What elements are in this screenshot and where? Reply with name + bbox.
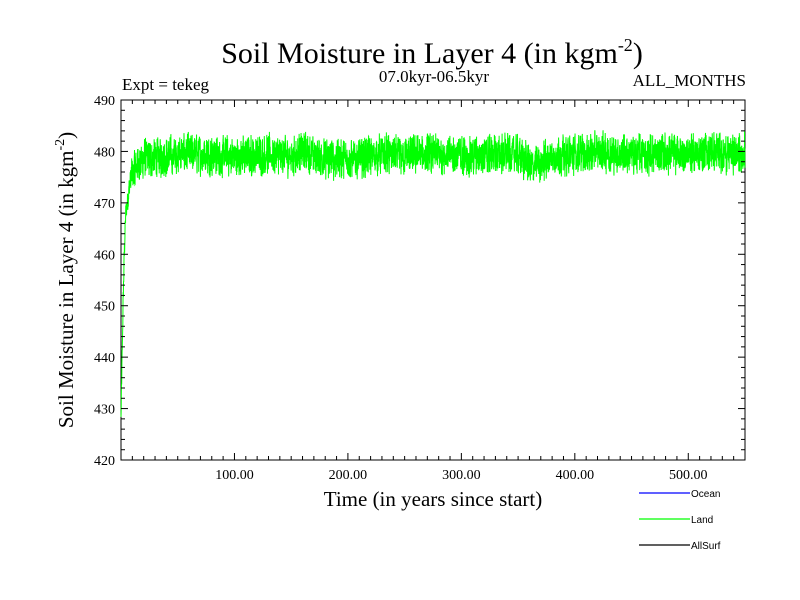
ocean-legend-label: Ocean bbox=[691, 489, 720, 500]
chart-title-main: Soil Moisture in Layer 4 (in kgm bbox=[221, 37, 618, 70]
data-series-group bbox=[120, 130, 746, 417]
y-tick-label: 420 bbox=[94, 454, 115, 469]
y-tick-label: 470 bbox=[94, 197, 115, 212]
x-tick-label: 400.00 bbox=[556, 468, 595, 483]
y-tick-label: 460 bbox=[94, 248, 115, 263]
y-axis-label: Soil Moisture in Layer 4 (in kgm-2) bbox=[53, 132, 78, 428]
y-axis-label-close: ) bbox=[54, 132, 78, 139]
period-label: 07.0kyr-06.5kyr bbox=[379, 67, 489, 86]
legend: Ocean Land AllSurf bbox=[639, 489, 721, 552]
y-axis-label-superscript: -2 bbox=[53, 139, 68, 151]
chart-title-superscript: -2 bbox=[618, 35, 633, 55]
axis-ticks-group: 420 430 440 450 460 470 480 490 100.00 200.00 300.… bbox=[94, 94, 745, 483]
x-tick-label: 300.00 bbox=[442, 468, 481, 483]
x-tick-label: 500.00 bbox=[669, 468, 708, 483]
x-tick-label: 200.00 bbox=[329, 468, 368, 483]
y-tick-label: 440 bbox=[94, 351, 115, 366]
x-axis-label: Time (in years since start) bbox=[324, 487, 543, 511]
y-tick-label: 490 bbox=[94, 94, 115, 109]
x-tick-label: 100.00 bbox=[215, 468, 254, 483]
allsurf-legend-label: AllSurf bbox=[691, 541, 721, 552]
y-tick-label: 450 bbox=[94, 300, 115, 315]
y-tick-label: 430 bbox=[94, 403, 115, 418]
experiment-label: Expt = tekeg bbox=[122, 75, 210, 94]
chart-title-close: ) bbox=[633, 37, 643, 70]
chart-title: Soil Moisture in Layer 4 (in kgm-2) bbox=[221, 35, 643, 70]
y-tick-label: 480 bbox=[94, 145, 115, 160]
land-legend-label: Land bbox=[691, 515, 713, 526]
land-series-line bbox=[120, 130, 746, 417]
y-axis-label-main: Soil Moisture in Layer 4 (in kgm bbox=[54, 151, 78, 429]
plot-frame bbox=[120, 99, 746, 461]
months-label: ALL_MONTHS bbox=[633, 71, 746, 90]
